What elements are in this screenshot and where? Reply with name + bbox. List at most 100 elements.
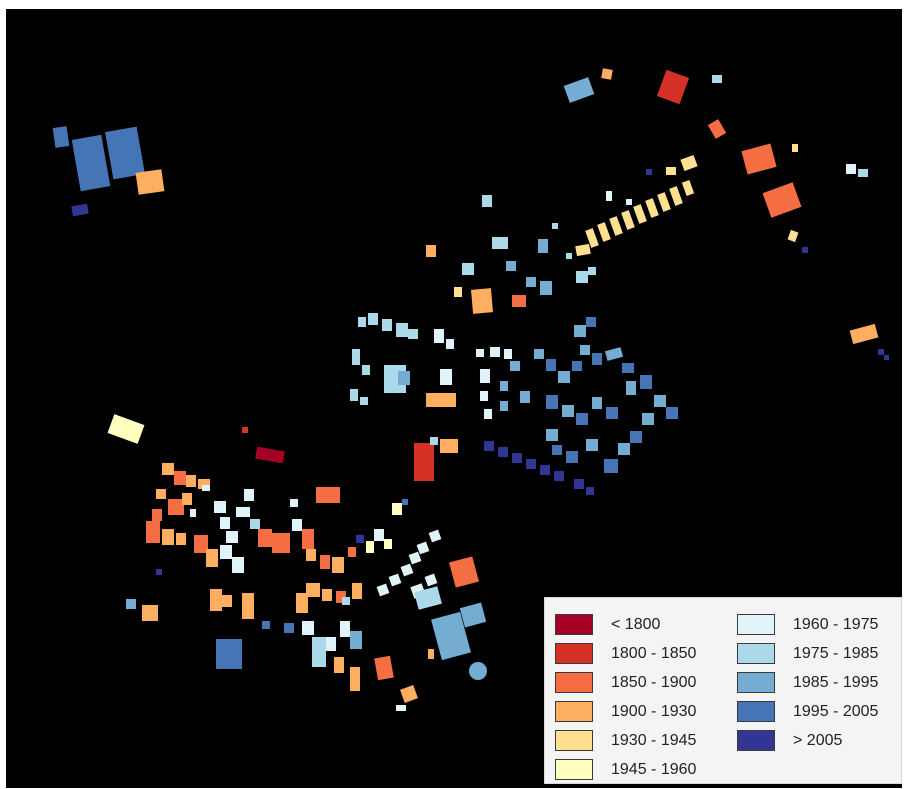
building-footprint xyxy=(242,427,248,433)
building-footprint xyxy=(606,191,612,201)
building-footprint xyxy=(222,595,232,607)
legend-swatch xyxy=(737,701,775,722)
building-footprint xyxy=(396,705,406,711)
legend-label: 1945 - 1960 xyxy=(611,760,697,778)
building-footprint xyxy=(306,549,316,561)
building-footprint xyxy=(520,391,530,403)
building-footprint xyxy=(348,547,356,557)
building-footprint xyxy=(126,599,136,609)
legend-swatch xyxy=(555,614,593,635)
building-footprint xyxy=(588,267,596,275)
building-footprint xyxy=(408,551,422,565)
building-footprint xyxy=(552,223,558,229)
building-footprint xyxy=(462,263,474,275)
building-footprint xyxy=(484,441,494,451)
building-footprint xyxy=(512,295,526,307)
building-footprint xyxy=(226,531,238,543)
building-footprint xyxy=(156,569,162,575)
building-footprint xyxy=(592,397,602,409)
building-footprint xyxy=(220,517,230,529)
building-footprint xyxy=(358,317,366,327)
building-footprint xyxy=(526,277,536,287)
building-footprint xyxy=(586,317,596,327)
legend-label: 1900 - 1930 xyxy=(611,702,697,720)
building-footprint xyxy=(504,349,512,359)
building-footprint xyxy=(884,355,889,360)
building-footprint xyxy=(645,198,659,218)
building-footprint xyxy=(156,489,166,499)
legend-swatch xyxy=(737,614,775,635)
legend-label: 1995 - 2005 xyxy=(793,702,879,720)
building-footprint xyxy=(105,126,145,180)
building-age-map[interactable]: < 1800 1800 - 1850 1850 - 1900 1900 - 19… xyxy=(6,9,902,788)
building-footprint xyxy=(618,443,630,455)
building-footprint xyxy=(152,509,162,521)
building-footprint xyxy=(350,667,360,691)
building-footprint xyxy=(440,439,458,453)
building-footprint xyxy=(162,463,174,475)
building-footprint xyxy=(633,204,647,224)
building-footprint xyxy=(849,323,879,345)
building-footprint xyxy=(680,154,698,172)
building-footprint xyxy=(606,407,618,419)
building-footprint xyxy=(654,395,666,407)
building-footprint xyxy=(858,169,868,177)
building-footprint xyxy=(424,573,438,587)
building-footprint xyxy=(398,371,410,385)
building-footprint xyxy=(107,414,145,444)
building-footprint xyxy=(428,529,442,543)
building-footprint xyxy=(414,443,434,481)
legend-label: 1985 - 1995 xyxy=(793,673,879,691)
building-footprint xyxy=(284,623,294,633)
building-footprint xyxy=(220,545,232,559)
building-footprint xyxy=(459,602,487,628)
building-footprint xyxy=(402,499,408,505)
building-footprint xyxy=(546,359,556,371)
building-footprint xyxy=(707,119,727,139)
building-footprint xyxy=(290,499,298,507)
building-footprint xyxy=(336,591,346,603)
building-footprint xyxy=(597,222,611,242)
building-footprint xyxy=(546,395,558,409)
building-footprint xyxy=(640,375,652,389)
building-footprint xyxy=(302,621,314,635)
building-footprint xyxy=(586,439,598,451)
building-footprint xyxy=(538,239,548,253)
building-footprint xyxy=(540,281,552,295)
building-footprint xyxy=(194,535,208,553)
building-footprint xyxy=(601,68,613,80)
legend-swatch xyxy=(737,730,775,751)
building-footprint xyxy=(332,557,344,573)
building-footprint xyxy=(232,557,244,573)
building-footprint xyxy=(426,393,456,407)
building-footprint xyxy=(384,539,392,549)
building-footprint xyxy=(306,583,320,597)
building-footprint xyxy=(400,685,418,703)
building-footprint xyxy=(296,593,308,613)
building-footprint xyxy=(846,164,856,174)
legend-label: 1930 - 1945 xyxy=(611,731,697,749)
building-footprint xyxy=(146,521,160,543)
building-footprint xyxy=(236,507,250,517)
building-footprint xyxy=(382,319,392,331)
building-footprint xyxy=(526,459,536,469)
legend-swatch xyxy=(555,730,593,751)
building-footprint xyxy=(250,519,260,529)
building-footprint xyxy=(162,529,174,545)
building-footprint xyxy=(362,365,370,375)
building-footprint xyxy=(657,192,671,212)
building-footprint xyxy=(52,126,70,148)
building-footprint xyxy=(396,323,408,337)
building-footprint xyxy=(626,199,632,205)
building-footprint xyxy=(326,637,336,651)
building-footprint xyxy=(574,325,586,337)
legend-item-1975-1985: 1975 - 1985 xyxy=(737,639,878,668)
building-footprint xyxy=(562,405,574,417)
building-footprint xyxy=(482,195,492,207)
building-footprint xyxy=(576,413,588,425)
building-footprint xyxy=(428,649,434,659)
building-footprint xyxy=(454,287,462,297)
building-footprint xyxy=(392,503,402,515)
legend-item-1995-2005: 1995 - 2005 xyxy=(737,697,878,726)
building-footprint xyxy=(558,371,570,383)
